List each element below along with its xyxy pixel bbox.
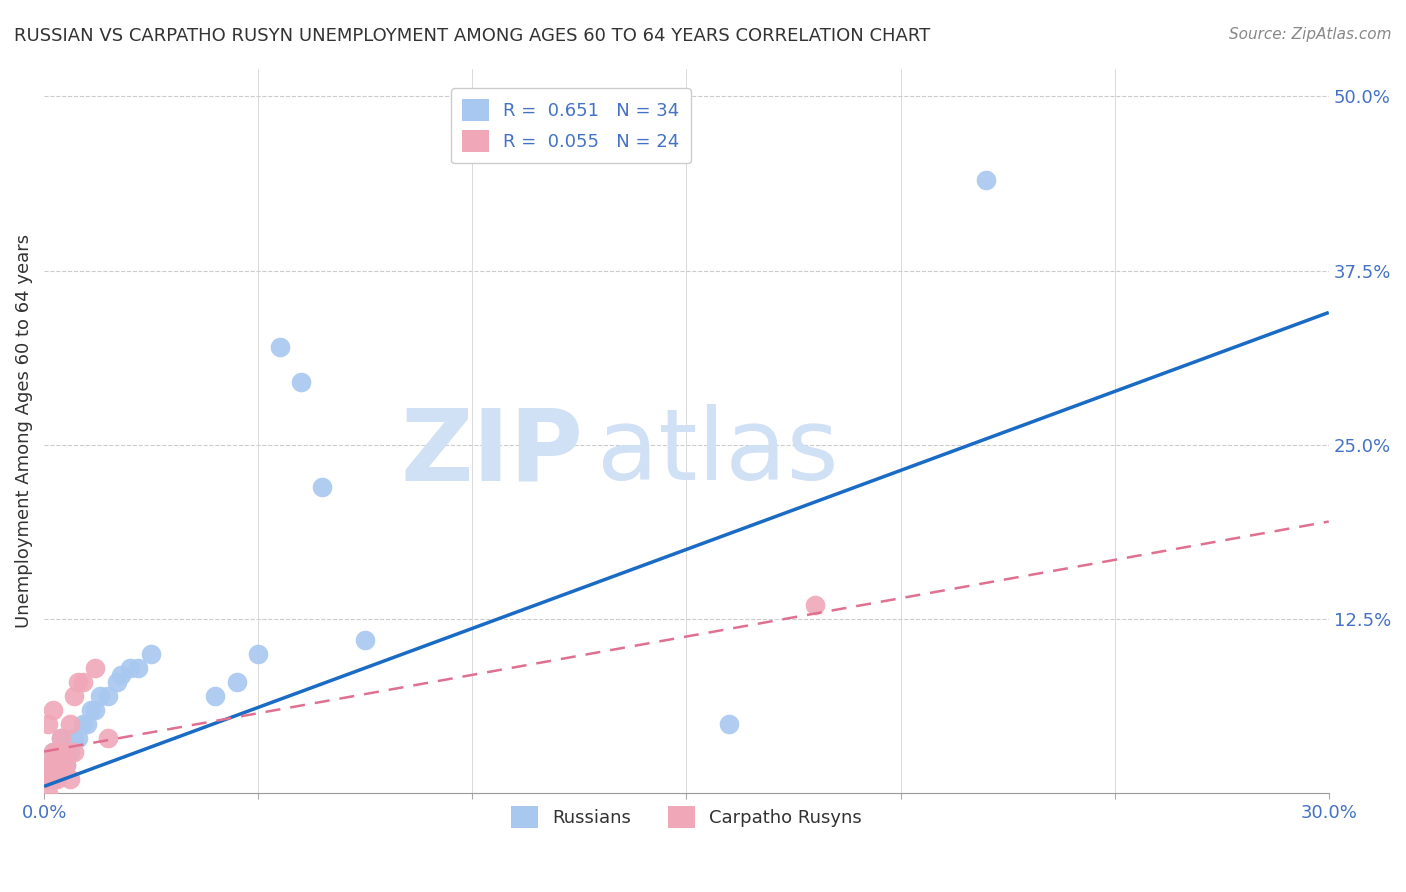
Point: [63, 731, 86, 745]
Point: [354, 633, 377, 648]
Text: ZIP: ZIP: [401, 404, 583, 501]
Point: [46, 758, 69, 772]
Y-axis label: Unemployment Among Ages 60 to 64 years: Unemployment Among Ages 60 to 64 years: [15, 234, 32, 628]
Point: [37, 786, 59, 800]
Point: [37, 758, 59, 772]
Point: [97, 689, 120, 703]
Point: [67, 731, 90, 745]
Point: [41, 758, 63, 772]
Point: [41, 745, 63, 759]
Text: atlas: atlas: [596, 404, 838, 501]
Point: [46, 745, 69, 759]
Point: [204, 689, 226, 703]
Point: [41, 745, 63, 759]
Point: [110, 668, 132, 682]
Point: [41, 772, 63, 787]
Point: [41, 772, 63, 787]
Point: [55, 745, 77, 759]
Point: [41, 758, 63, 772]
Point: [72, 674, 94, 689]
Point: [46, 772, 69, 787]
Point: [59, 772, 82, 787]
Point: [80, 703, 103, 717]
Point: [225, 674, 247, 689]
Point: [118, 661, 141, 675]
Point: [718, 716, 741, 731]
Point: [89, 689, 111, 703]
Point: [41, 703, 63, 717]
Point: [84, 661, 107, 675]
Point: [59, 745, 82, 759]
Point: [247, 647, 270, 661]
Point: [974, 173, 997, 187]
Point: [290, 375, 312, 389]
Point: [37, 716, 59, 731]
Point: [105, 674, 128, 689]
Point: [37, 772, 59, 787]
Point: [46, 758, 69, 772]
Point: [97, 731, 120, 745]
Point: [55, 758, 77, 772]
Point: [37, 758, 59, 772]
Point: [55, 758, 77, 772]
Point: [51, 731, 73, 745]
Point: [37, 772, 59, 787]
Point: [63, 745, 86, 759]
Legend: Russians, Carpatho Rusyns: Russians, Carpatho Rusyns: [503, 798, 869, 835]
Point: [804, 598, 827, 612]
Point: [127, 661, 149, 675]
Point: [51, 758, 73, 772]
Point: [46, 745, 69, 759]
Point: [63, 689, 86, 703]
Point: [67, 674, 90, 689]
Point: [72, 716, 94, 731]
Text: Source: ZipAtlas.com: Source: ZipAtlas.com: [1229, 27, 1392, 42]
Point: [59, 716, 82, 731]
Text: RUSSIAN VS CARPATHO RUSYN UNEMPLOYMENT AMONG AGES 60 TO 64 YEARS CORRELATION CHA: RUSSIAN VS CARPATHO RUSYN UNEMPLOYMENT A…: [14, 27, 931, 45]
Point: [51, 758, 73, 772]
Point: [269, 340, 291, 354]
Point: [84, 703, 107, 717]
Point: [51, 731, 73, 745]
Point: [55, 745, 77, 759]
Point: [141, 647, 163, 661]
Point: [311, 480, 333, 494]
Point: [76, 716, 98, 731]
